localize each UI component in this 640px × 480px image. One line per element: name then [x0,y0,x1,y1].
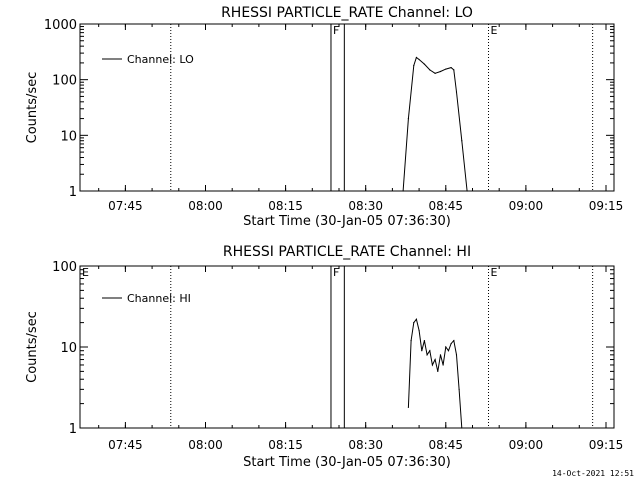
data-point [450,66,452,69]
chart-title: RHESSI PARTICLE_RATE Channel: HI [223,244,471,260]
x-axis-label: Start Time (30-Jan-05 07:36:30) [243,455,451,470]
series-line [402,56,468,192]
x-tick-label: 09:15 [589,438,624,452]
data-point [413,322,415,324]
legend-label: Channel: HI [127,292,191,305]
data-point [421,350,423,352]
data-point [439,354,442,356]
legend-label: Channel: LO [127,53,194,66]
data-point [461,427,463,429]
y-tick-label: 10 [60,129,77,144]
data-point [466,190,468,192]
data-point [447,350,450,352]
event-marker-label: E [82,266,89,279]
data-point [439,70,442,73]
y-tick-label: 1 [69,422,77,437]
event-marker-label: E [491,24,498,37]
chart-title: RHESSI PARTICLE_RATE Channel: LO [221,5,473,21]
data-point [461,140,463,142]
data-point [431,364,434,366]
data-point [429,69,431,71]
data-point [415,318,418,320]
data-point [423,339,426,342]
data-point [442,364,444,366]
y-tick-label: 100 [52,74,77,89]
x-tick-label: 09:00 [509,438,544,452]
data-point [426,354,428,356]
x-tick-label: 08:00 [188,438,223,452]
data-point [445,346,447,348]
data-point [407,117,410,120]
data-point [418,58,420,61]
data-point [455,91,458,93]
x-tick-label: 09:15 [589,199,624,213]
series-line [407,318,463,429]
data-point [455,354,458,356]
data-point [437,370,439,372]
x-tick-label: 07:45 [108,199,143,213]
event-marker-label: F [333,24,339,37]
data-point [415,56,418,59]
y-axis-label: Counts/sec [25,311,40,383]
data-point [445,68,447,70]
data-point [402,190,404,192]
plot-frame [79,23,615,192]
x-axis-label: Start Time (30-Jan-05 07:36:30) [243,214,451,229]
event-marker-label: E [491,266,498,279]
data-point [453,69,455,71]
data-point [407,406,410,408]
x-tick-label: 09:00 [509,199,544,213]
y-tick-label: 1 [69,185,77,200]
footer-timestamp: 14-Oct-2021 12:51 [552,469,634,478]
y-axis-label: Counts/sec [25,72,40,144]
x-tick-label: 08:15 [268,438,303,452]
x-tick-label: 08:30 [348,438,383,452]
data-point [429,350,431,352]
x-tick-label: 08:30 [348,199,383,213]
data-point [413,64,415,67]
data-point [410,339,412,342]
data-point [453,339,455,342]
data-point [434,358,436,361]
y-tick-label: 100 [52,260,77,275]
data-point [423,63,426,65]
plot-frame [79,265,615,429]
x-tick-label: 08:45 [428,438,463,452]
x-tick-label: 07:45 [108,438,143,452]
data-point [458,388,460,390]
x-tick-label: 08:00 [188,199,223,213]
y-tick-label: 1000 [44,18,77,33]
x-tick-label: 08:45 [428,199,463,213]
data-point [434,72,436,74]
event-marker-label: F [333,266,339,279]
data-point [450,343,452,345]
chart-panel-2: RHESSI PARTICLE_RATE Channel: HI 07:45 08:… [25,244,623,470]
x-tick-label: 08:15 [268,199,303,213]
data-point [418,329,420,332]
chart-panel-1: RHESSI PARTICLE_RATE Channel: LO 07:45 08:… [25,5,623,229]
y-tick-label: 10 [60,341,77,356]
